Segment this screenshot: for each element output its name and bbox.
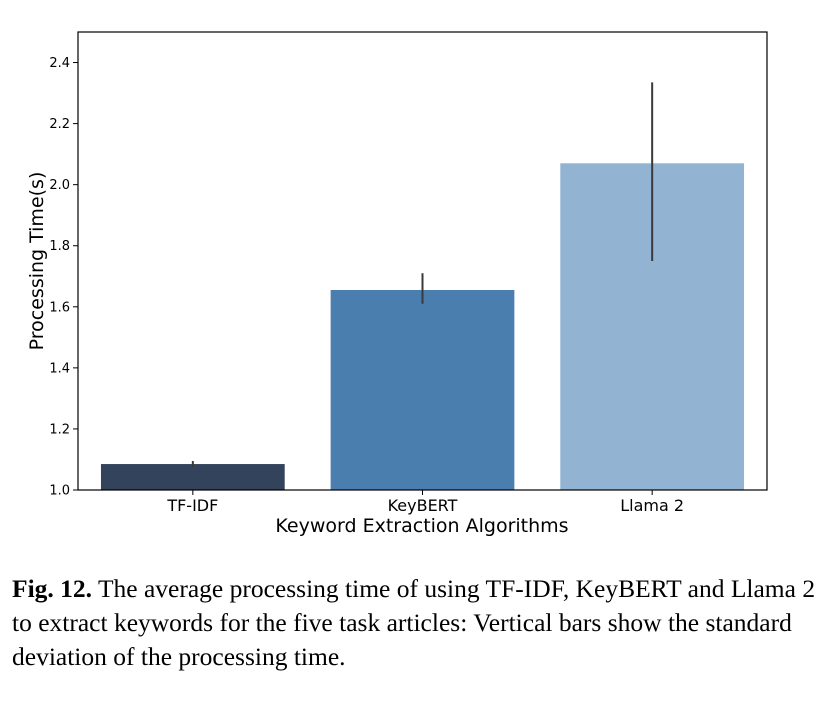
y-axis: 1.0 1.2 1.4 1.6 1.8 2.0 2.2 2.4 xyxy=(49,56,78,499)
caption-lead: Fig. 12. xyxy=(12,574,93,603)
x-tick-label: KeyBERT xyxy=(388,496,458,515)
bars xyxy=(100,163,745,490)
y-tick-label: 2.4 xyxy=(49,56,70,71)
y-tick-label: 1.4 xyxy=(49,361,70,376)
figure-caption: Fig. 12. The average processing time of … xyxy=(12,572,827,674)
x-tick-label: Llama 2 xyxy=(620,496,684,515)
bar-keybert xyxy=(330,290,515,490)
caption-text: The average processing time of using TF-… xyxy=(12,574,816,671)
y-tick-label: 1.6 xyxy=(49,300,70,315)
y-tick-label: 1.2 xyxy=(49,422,70,437)
bar-tf-idf xyxy=(100,464,285,490)
x-tick-label: TF-IDF xyxy=(166,496,218,515)
x-axis-title: Keyword Extraction Algorithms xyxy=(275,515,568,537)
y-tick-label: 1.8 xyxy=(49,239,70,254)
y-tick-label: 1.0 xyxy=(49,484,70,499)
y-tick-label: 2.0 xyxy=(49,178,70,193)
bar-chart: 1.0 1.2 1.4 1.6 1.8 2.0 2.2 2.4 TF-IDF KeyBERT Ll… xyxy=(26,31,768,537)
y-tick-label: 2.2 xyxy=(49,117,70,132)
error-bars xyxy=(191,82,654,468)
x-axis: TF-IDF KeyBERT Llama 2 xyxy=(166,490,684,515)
y-axis-title: Processing Time(s) xyxy=(26,172,48,351)
